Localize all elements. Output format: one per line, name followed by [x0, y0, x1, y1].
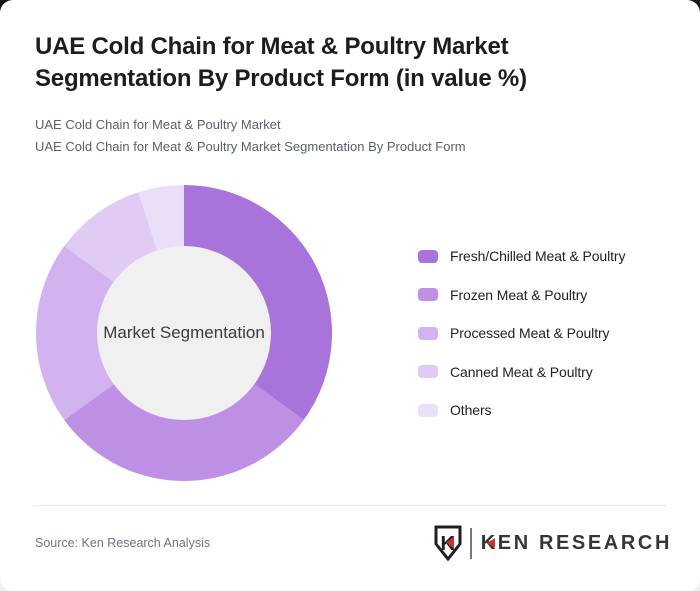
header: UAE Cold Chain for Meat & Poultry Market…: [0, 0, 700, 158]
subtitle-line-1: UAE Cold Chain for Meat & Poultry Market: [35, 117, 281, 133]
legend-label: Others: [450, 402, 492, 419]
legend-item-5[interactable]: Others: [418, 391, 625, 430]
legend-label: Canned Meat & Poultry: [450, 363, 593, 380]
source-note: Source: Ken Research Analysis: [35, 536, 211, 550]
ken-research-logo: K KEN RESEARCH: [433, 525, 672, 561]
logo-separator: [469, 527, 472, 559]
legend-item-1[interactable]: Fresh/Chilled Meat & Poultry: [418, 237, 625, 276]
wordmark-red-triangle-icon: [486, 538, 495, 548]
legend-label: Frozen Meat & Poultry: [450, 286, 588, 303]
legend-label: Fresh/Chilled Meat & Poultry: [450, 248, 626, 265]
donut-chart: [36, 185, 332, 481]
legend-swatch: [418, 288, 438, 302]
donut-chart-area: Market Segmentation: [36, 185, 332, 481]
shield-k-icon: K: [434, 525, 462, 561]
legend-label: Processed Meat & Poultry: [450, 325, 610, 342]
legend-swatch: [418, 249, 438, 263]
legend-swatch: [418, 365, 438, 379]
legend-item-4[interactable]: Canned Meat & Poultry: [418, 353, 625, 392]
page-title: UAE Cold Chain for Meat & Poultry Market…: [35, 33, 527, 92]
chart-legend: Fresh/Chilled Meat & Poultry Frozen Meat …: [418, 237, 625, 430]
footer-divider: [33, 505, 667, 506]
shield-red-triangle-icon: [445, 536, 454, 549]
legend-swatch: [418, 403, 438, 417]
subtitle-line-2: UAE Cold Chain for Meat & Poultry Market…: [35, 139, 466, 155]
footer: Source: Ken Research Analysis K KEN RESE…: [35, 520, 672, 566]
legend-swatch: [418, 326, 438, 340]
logo-wordmark: KEN RESEARCH: [481, 533, 672, 553]
subtitle-block: UAE Cold Chain for Meat & Poultry Market…: [35, 114, 665, 158]
logo-wordmark-text: KEN RESEARCH: [480, 532, 672, 554]
donut-hole: [97, 246, 271, 420]
legend-item-2[interactable]: Frozen Meat & Poultry: [418, 276, 625, 315]
legend-item-3[interactable]: Processed Meat & Poultry: [418, 314, 625, 353]
